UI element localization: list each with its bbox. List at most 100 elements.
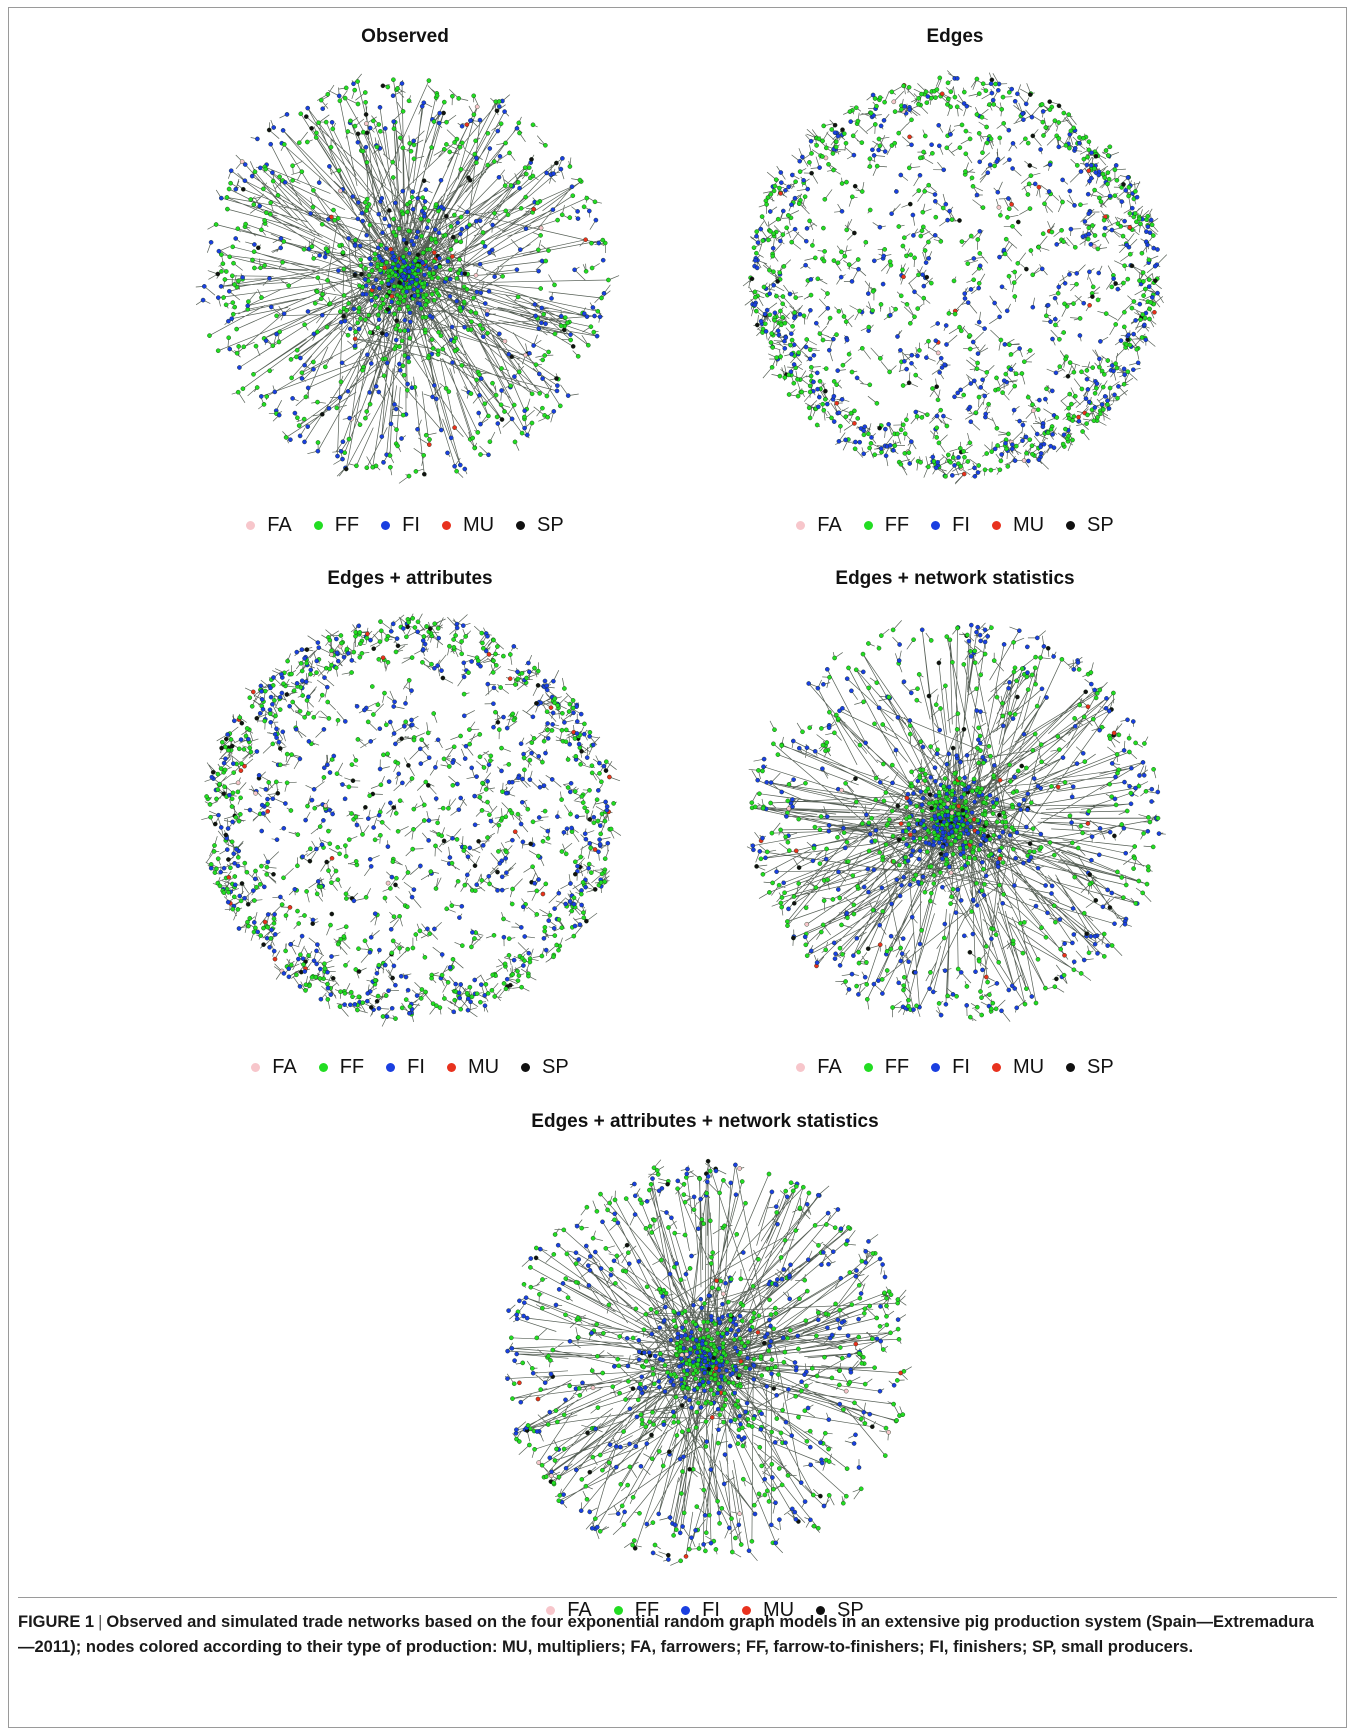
network-node — [860, 821, 865, 826]
network-node — [601, 763, 607, 769]
network-node — [211, 849, 217, 854]
network-node — [974, 903, 980, 908]
network-node — [895, 334, 900, 339]
network-node — [1071, 932, 1077, 937]
network-node — [315, 640, 321, 645]
network-node — [916, 188, 922, 193]
network-node — [397, 361, 402, 367]
network-node — [1089, 834, 1095, 839]
network-node — [348, 989, 354, 995]
network-node — [972, 660, 978, 665]
network-node — [503, 208, 509, 214]
network-node — [545, 736, 551, 741]
network-node — [997, 882, 1002, 888]
network-node — [461, 674, 467, 680]
network-node — [400, 273, 406, 279]
network-node — [1131, 866, 1136, 871]
network-node — [355, 200, 361, 205]
network-node — [241, 344, 247, 350]
network-node — [877, 356, 883, 361]
network-node — [342, 796, 348, 802]
fa-dot-icon — [246, 521, 256, 530]
network-node — [827, 675, 832, 680]
network-node — [1077, 135, 1082, 140]
network-node — [1003, 824, 1009, 830]
network-node — [1121, 825, 1127, 831]
network-node — [487, 812, 492, 817]
network-node — [784, 225, 790, 231]
network-node — [825, 291, 830, 296]
network-node — [354, 463, 359, 469]
network-node — [1089, 150, 1094, 156]
network-node — [230, 273, 235, 279]
network-node — [934, 751, 940, 757]
network-node — [1056, 103, 1062, 109]
network-node — [821, 898, 827, 903]
network-node — [965, 820, 970, 826]
network-node — [1072, 146, 1078, 151]
network-node — [595, 1524, 600, 1530]
network-node — [1128, 790, 1134, 796]
network-node — [399, 338, 405, 344]
network-node — [779, 1276, 785, 1282]
network-node — [478, 421, 483, 427]
network-node — [372, 837, 378, 843]
network-node — [243, 733, 249, 739]
network-node — [1074, 761, 1080, 766]
network-node — [928, 864, 934, 869]
network-node — [1043, 313, 1049, 319]
network-node — [298, 355, 303, 361]
panel-title: Edges — [926, 26, 984, 47]
network-node — [1051, 903, 1057, 909]
network-node — [376, 962, 382, 968]
network-node — [561, 327, 567, 333]
network-node — [919, 927, 924, 933]
network-node — [342, 318, 348, 324]
network-node — [902, 431, 908, 437]
network-node — [879, 885, 885, 891]
network-node — [960, 807, 965, 813]
network-node — [893, 747, 899, 753]
legend-item-sp: SP — [1066, 1056, 1114, 1079]
network-node — [1129, 263, 1135, 269]
network-node — [736, 1434, 741, 1439]
network-node — [378, 782, 384, 788]
network-node — [367, 793, 372, 798]
network-node — [581, 910, 586, 915]
network-node — [230, 300, 236, 305]
network-node — [483, 648, 489, 654]
network-node — [961, 89, 967, 95]
network-node — [281, 825, 287, 831]
network-node — [810, 243, 815, 248]
network-node — [427, 266, 432, 271]
network-node — [1025, 807, 1030, 813]
network-node — [325, 91, 331, 97]
network-node — [391, 704, 396, 709]
network-node — [228, 180, 233, 186]
network-node — [807, 415, 813, 421]
network-node — [803, 942, 809, 948]
network-node — [252, 242, 257, 247]
network-node — [526, 973, 531, 979]
network-node — [522, 408, 528, 414]
network-node — [967, 1014, 973, 1020]
network-node — [410, 189, 415, 194]
network-node — [779, 743, 785, 748]
network-node — [1151, 245, 1157, 251]
network-node — [1086, 168, 1092, 173]
network-node — [1126, 193, 1131, 199]
network-node — [274, 837, 280, 842]
network-node — [1056, 284, 1062, 290]
network-node — [1024, 765, 1029, 771]
network-node — [413, 932, 419, 937]
network-node — [519, 671, 525, 676]
network-node — [325, 699, 330, 705]
network-node — [1057, 336, 1062, 342]
network-node — [363, 121, 369, 126]
network-node — [796, 350, 801, 355]
network-node — [1009, 86, 1015, 92]
network-node — [952, 394, 957, 400]
network-node — [965, 261, 971, 266]
network-node — [543, 881, 549, 887]
network-node — [395, 322, 401, 328]
